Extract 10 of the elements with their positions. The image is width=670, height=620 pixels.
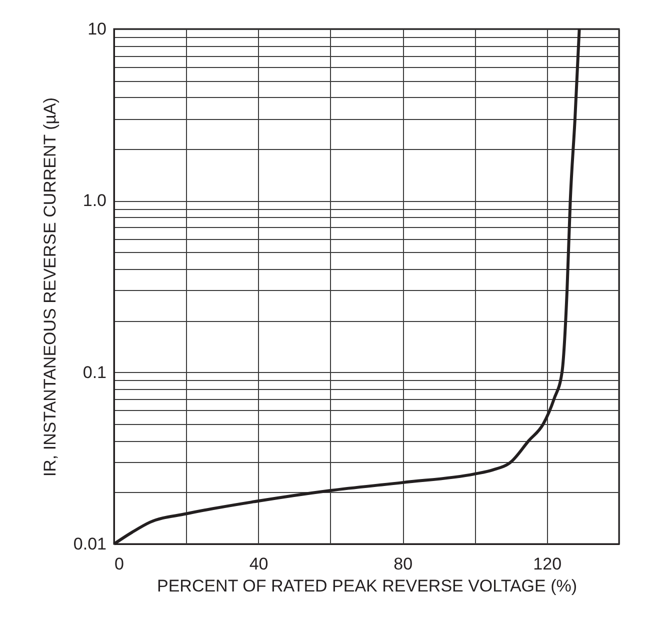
x-tick-label: 80 — [394, 554, 413, 574]
x-tick-label: 120 — [533, 554, 562, 574]
y-tick-label: 0.1 — [82, 362, 106, 382]
x-tick-label: 40 — [249, 554, 268, 574]
y-tick-label: 10 — [88, 20, 106, 38]
y-tick-label: 1.0 — [82, 191, 106, 210]
y-axis-title: IR, INSTANTANEOUS REVERSE CURRENT (µA) — [40, 97, 60, 477]
x-tick-label: 0 — [114, 554, 124, 574]
y-tick-label: 0.01 — [73, 534, 106, 554]
x-axis-title: PERCENT OF RATED PEAK REVERSE VOLTAGE (%) — [156, 576, 578, 596]
